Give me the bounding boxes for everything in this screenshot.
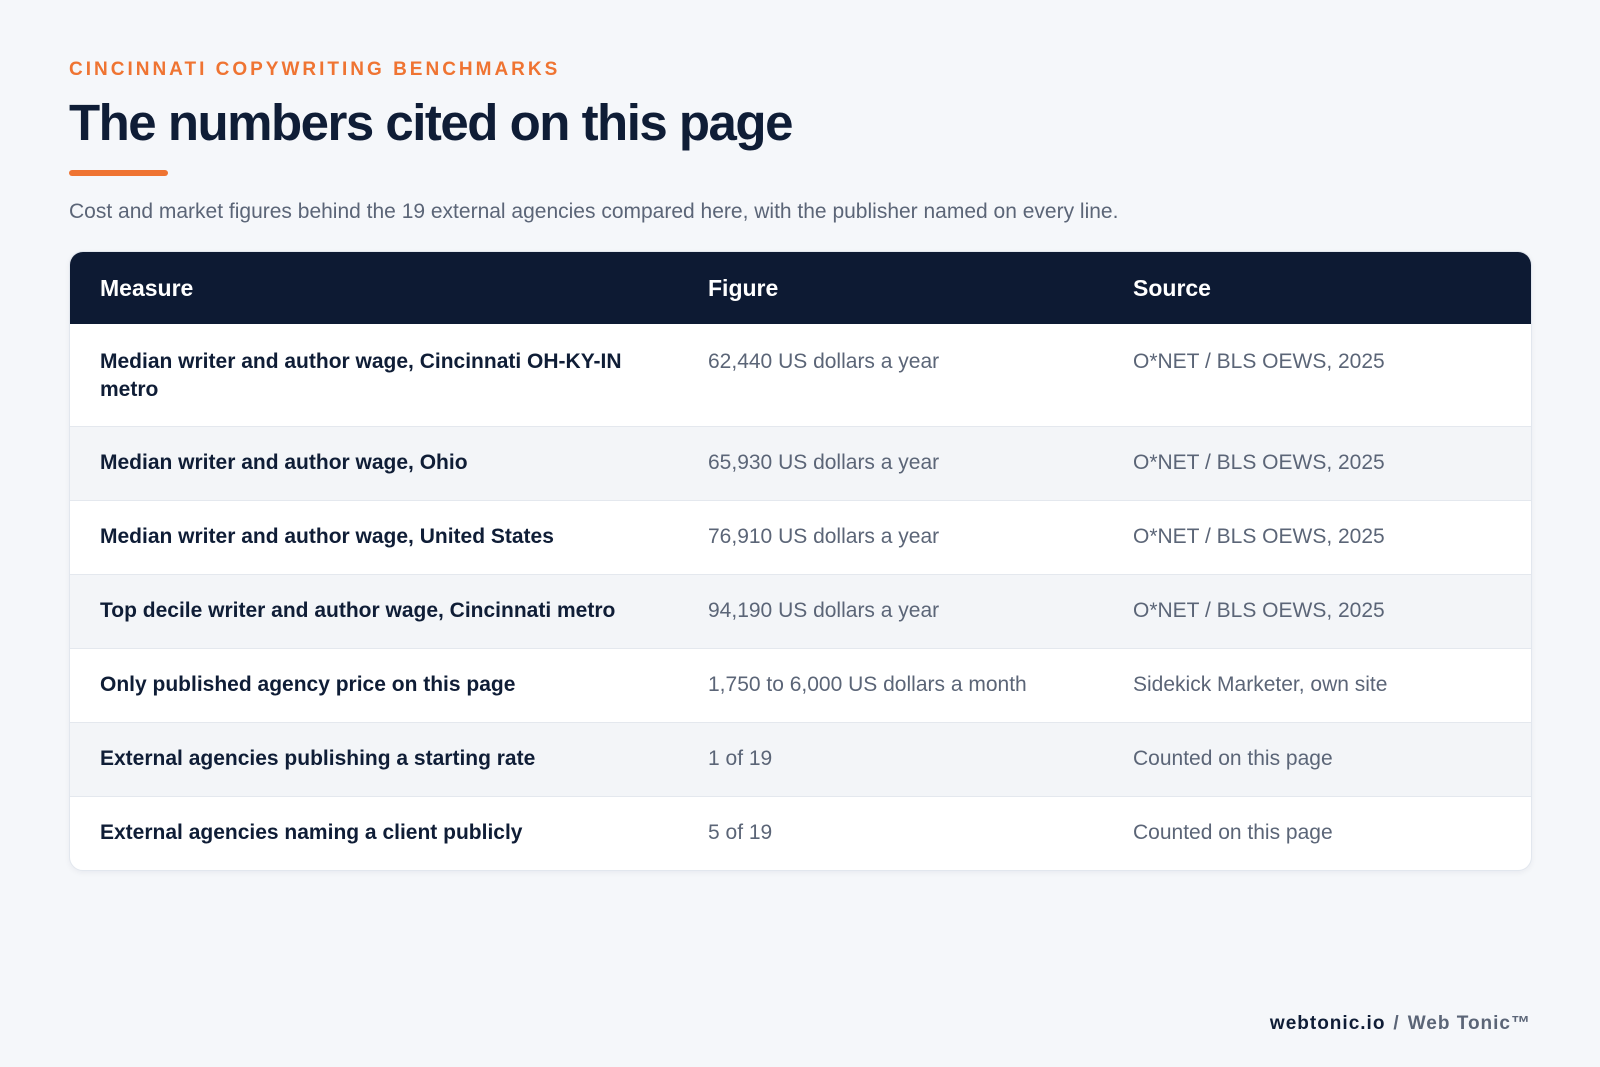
table-row: Median writer and author wage, United St… [70, 500, 1531, 574]
table-row: Only published agency price on this page… [70, 648, 1531, 722]
source-cell: O*NET / BLS OEWS, 2025 [1133, 350, 1385, 373]
source-cell: O*NET / BLS OEWS, 2025 [1133, 525, 1385, 548]
measure-cell: Top decile writer and author wage, Cinci… [100, 599, 616, 622]
table-row: Median writer and author wage, Ohio 65,9… [70, 426, 1531, 500]
measure-cell: Only published agency price on this page [100, 673, 516, 696]
benchmarks-table: Measure Figure Source Median writer and … [70, 252, 1531, 870]
footer-domain: webtonic.io [1269, 1013, 1386, 1034]
measure-cell: External agencies publishing a starting … [100, 747, 536, 770]
figure-cell: 94,190 US dollars a year [708, 599, 940, 622]
figure-cell: 1,750 to 6,000 US dollars a month [708, 673, 1027, 696]
page-subtitle: Cost and market figures behind the 19 ex… [69, 200, 1119, 223]
page-content: CINCINNATI COPYWRITING BENCHMARKS The nu… [69, 58, 1532, 871]
source-cell: Counted on this page [1133, 747, 1333, 770]
source-cell: O*NET / BLS OEWS, 2025 [1133, 451, 1385, 474]
measure-cell: Median writer and author wage, United St… [100, 525, 554, 548]
source-cell: Counted on this page [1133, 821, 1333, 845]
table-row: Top decile writer and author wage, Cinci… [70, 574, 1531, 648]
source-cell: Sidekick Marketer, own site [1133, 673, 1388, 696]
column-header-figure: Figure [708, 274, 779, 301]
measure-cell: Median writer and author wage, Ohio [100, 451, 468, 474]
measure-cell: External agencies naming a client public… [100, 821, 523, 845]
table-header-row: Measure Figure Source [70, 252, 1531, 324]
source-cell: O*NET / BLS OEWS, 2025 [1133, 599, 1385, 622]
footer-separator: / [1393, 1013, 1400, 1034]
benchmarks-table-card: Measure Figure Source Median writer and … [69, 251, 1532, 871]
table-row: External agencies naming a client public… [70, 796, 1531, 870]
figure-cell: 1 of 19 [708, 747, 773, 770]
page-title: The numbers cited on this page [69, 94, 793, 151]
footer-brand: Web Tonic™ [1407, 1013, 1531, 1034]
eyebrow-label: CINCINNATI COPYWRITING BENCHMARKS [69, 59, 561, 80]
footer-credit: webtonic.io / Web Tonic™ [1270, 1012, 1531, 1036]
figure-cell: 62,440 US dollars a year [708, 350, 940, 373]
measure-cell: Median writer and author wage, Cincinnat… [100, 350, 622, 401]
accent-underline [69, 170, 168, 176]
figure-cell: 76,910 US dollars a year [708, 525, 940, 548]
column-header-source: Source [1133, 274, 1211, 301]
figure-cell: 5 of 19 [708, 821, 773, 845]
column-header-measure: Measure [100, 274, 194, 301]
table-row: Median writer and author wage, Cincinnat… [70, 324, 1531, 426]
table-row: External agencies publishing a starting … [70, 722, 1531, 796]
figure-cell: 65,930 US dollars a year [708, 451, 940, 474]
